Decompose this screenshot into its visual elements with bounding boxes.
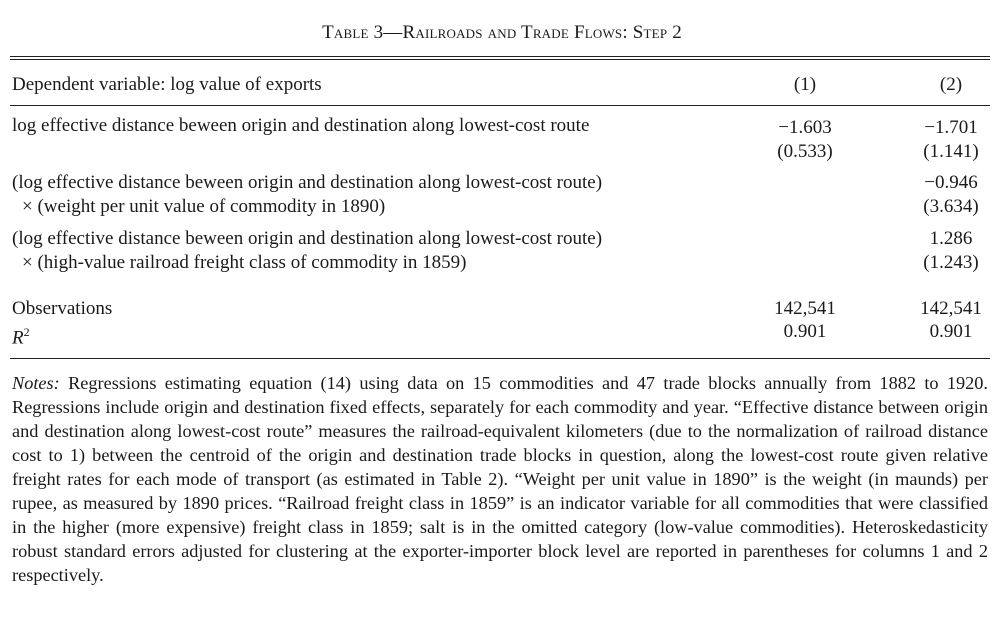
row-2-col2-coef: −0.946	[924, 172, 978, 193]
r-squared-label: R2	[12, 320, 30, 350]
r-squared-col2: 0.901	[929, 321, 973, 342]
notes-text: Regressions estimating equation (14) usi…	[12, 373, 988, 585]
top-rule	[10, 56, 990, 57]
r-squared-letter: R	[12, 327, 24, 349]
row-2-label-line1: (log effective distance beween origin an…	[12, 172, 603, 193]
bottom-rule	[10, 358, 990, 359]
dependent-variable-label: Dependent variable: log value of exports	[12, 74, 322, 95]
row-1-col2-coef: −1.701	[924, 117, 978, 138]
row-3-label-line2: × (high-value railroad freight class of …	[22, 252, 467, 273]
observations-label: Observations	[12, 298, 113, 319]
row-3-col2-se: (1.243)	[923, 252, 979, 273]
notes-prefix: Notes:	[12, 373, 60, 393]
column-header-1: (1)	[793, 74, 817, 95]
top-rule-second	[10, 59, 990, 60]
row-1-col2-se: (1.141)	[923, 141, 979, 162]
header-rule	[10, 105, 990, 106]
r-squared-col1: 0.901	[783, 321, 827, 342]
row-2-label-line2: × (weight per unit value of commodity in…	[22, 196, 386, 217]
observations-col1: 142,541	[774, 298, 836, 319]
row-1-label: log effective distance beween origin and…	[12, 115, 590, 136]
row-1-col1-se: (0.533)	[777, 141, 833, 162]
row-3-col2-coef: 1.286	[929, 228, 973, 249]
row-1-col1-coef: −1.603	[778, 117, 832, 138]
row-2-col2-se: (3.634)	[923, 196, 979, 217]
row-3-label-line1: (log effective distance beween origin an…	[12, 228, 603, 249]
r-squared-superscript: 2	[23, 325, 30, 339]
column-header-2: (2)	[939, 74, 963, 95]
table-title: Table 3—Railroads and Trade Flows: Step …	[322, 22, 682, 43]
observations-col2: 142,541	[920, 298, 982, 319]
table-notes: Notes: Regressions estimating equation (…	[12, 371, 988, 587]
